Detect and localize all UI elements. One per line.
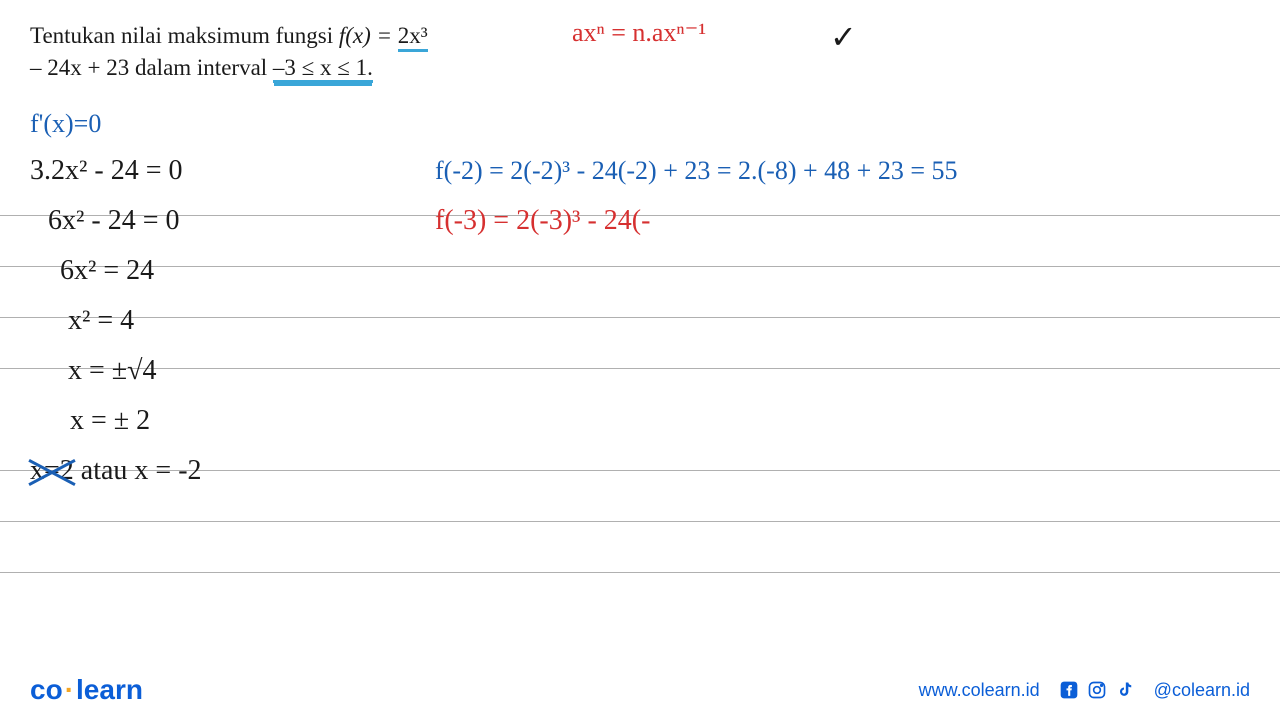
rule-line <box>0 521 1280 522</box>
step-7: x=2 atau x = -2 <box>30 455 202 487</box>
footer-right: www.colearn.id @colearn.id <box>919 679 1250 701</box>
work-area: f'(x)=0 3.2x² - 24 = 0 f(-2) = 2(-2)³ - … <box>0 102 1280 496</box>
content-area: Tentukan nilai maksimum fungsi f(x) = 2x… <box>0 0 1280 84</box>
rule-line <box>0 572 1280 573</box>
logo-left: co <box>30 674 63 705</box>
step-1: 3.2x² - 24 = 0 <box>30 155 183 187</box>
problem-fn: f(x) = <box>339 23 398 48</box>
step-2: 6x² - 24 = 0 <box>30 205 180 237</box>
tiktok-icon <box>1114 679 1136 701</box>
eval-f-neg3: f(-3) = 2(-3)³ - 24(- <box>435 205 650 237</box>
step-5: x = ±√4 <box>30 355 157 387</box>
derivative-rule-annotation: axⁿ = n.axⁿ⁻¹ <box>572 18 706 48</box>
problem-interval-underlined: –3 ≤ x ≤ 1. <box>273 55 373 83</box>
eval-f-neg2: f(-2) = 2(-2)³ - 24(-2) + 23 = 2.(-8) + … <box>435 156 958 186</box>
step-6: x = ± 2 <box>30 405 150 437</box>
problem-statement: Tentukan nilai maksimum fungsi f(x) = 2x… <box>30 20 570 84</box>
step-3: 6x² = 24 <box>30 255 154 287</box>
footer-handle: @colearn.id <box>1154 680 1250 701</box>
crossed-out-x2: x=2 <box>30 455 74 487</box>
footer-url: www.colearn.id <box>919 680 1040 701</box>
social-icons <box>1058 679 1136 701</box>
footer: co·learn www.colearn.id @colearn.id <box>0 660 1280 720</box>
step-4: x² = 4 <box>30 305 134 337</box>
problem-line2-pre: – 24x + 23 dalam interval <box>30 55 273 80</box>
logo-dot-icon: · <box>65 674 74 705</box>
problem-line1-pre: Tentukan nilai maksimum fungsi <box>30 23 339 48</box>
checkmark-icon: ✓ <box>830 18 857 56</box>
fprime-zero: f'(x)=0 <box>30 109 101 139</box>
facebook-icon <box>1058 679 1080 701</box>
instagram-icon <box>1086 679 1108 701</box>
step-7-rest: atau x = -2 <box>74 455 202 486</box>
logo-right: learn <box>76 674 143 705</box>
problem-expr-underlined: 2x³ <box>398 23 428 52</box>
brand-logo: co·learn <box>30 674 143 706</box>
